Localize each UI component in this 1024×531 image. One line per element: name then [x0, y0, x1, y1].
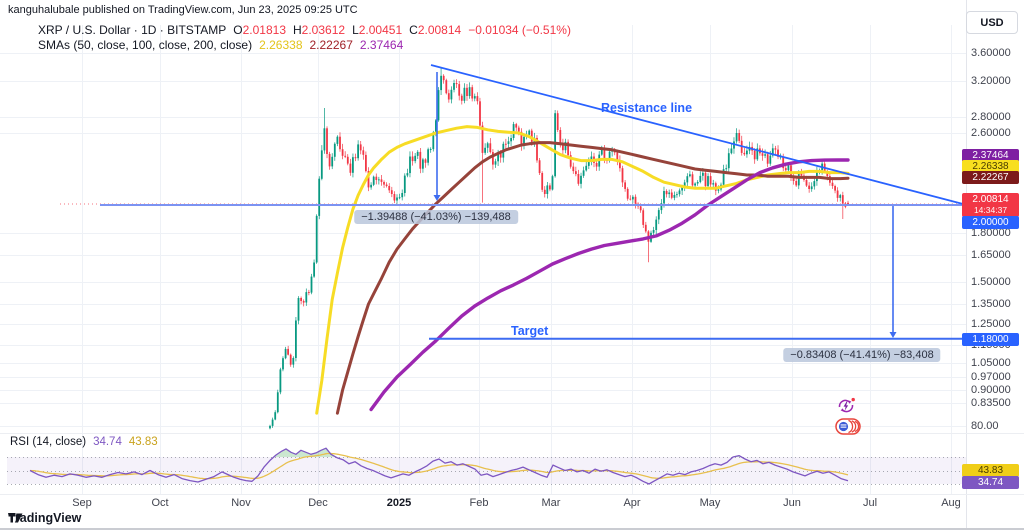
- badge-value: 2.00000: [972, 216, 1009, 228]
- price-axis-badge: 34.74: [962, 475, 1019, 489]
- measure-arrowhead-1: [433, 195, 441, 201]
- badge-value: 2.37464: [972, 149, 1009, 161]
- price-axis-tick: 1.65000: [971, 249, 1011, 261]
- resistance-trend-line: [430, 64, 964, 205]
- sma100-line: [335, 141, 850, 415]
- rsi-value: 34.74: [93, 436, 122, 448]
- time-axis-label: Jun: [783, 497, 801, 509]
- currency-scale-button[interactable]: USD: [966, 11, 1018, 34]
- price-axis-badge: 43.83: [962, 463, 1019, 477]
- rolling-coin-icon: [835, 418, 861, 435]
- rsi-legend-label: RSI (14, close): [10, 436, 87, 448]
- price-axis-tick: 0.83500: [971, 397, 1011, 409]
- sma-legend: SMAs (50, close, 100, close, 200, close)…: [38, 38, 403, 52]
- price-axis-tick: 0.97000: [971, 371, 1011, 383]
- sma200-line: [369, 158, 850, 412]
- badge-value: 1.18000: [972, 333, 1009, 345]
- price-axis-tick: 1.35000: [971, 298, 1011, 310]
- price-axis-badge: 2.00000: [962, 215, 1019, 229]
- countdown-timer: 14:34:37: [973, 205, 1008, 215]
- ohlc-value: 2.03612: [301, 23, 346, 37]
- price-axis-tick: 0.90000: [971, 384, 1011, 396]
- ohlc-key: L: [352, 23, 359, 37]
- badge-value: 2.00814: [972, 194, 1009, 205]
- rsi-line: [29, 447, 849, 485]
- time-axis-label: Aug: [941, 497, 961, 509]
- badge-value: 34.74: [977, 476, 1004, 488]
- publish-header: kanguhalubale published on TradingView.c…: [8, 4, 358, 16]
- tradingview-brand-text: TradingView: [8, 511, 82, 525]
- ohlc-value: 2.00451: [358, 23, 403, 37]
- tradingview-brand[interactable]: TradingView: [8, 511, 81, 525]
- sma-legend-value: 2.26338: [259, 38, 303, 52]
- chart-sticker-icons: [835, 397, 861, 435]
- price-axis-tick: 1.50000: [971, 276, 1011, 288]
- ohlc-value: 2.01813: [242, 23, 286, 37]
- time-axis-label: Nov: [231, 497, 251, 509]
- ohlc-values: O2.01813 H2.03612 L2.00451 C2.00814 −0.01034…: [226, 23, 571, 37]
- badge-value: 2.22267: [972, 171, 1009, 183]
- candlestick-series: [269, 67, 849, 430]
- rsi-band: [7, 457, 966, 484]
- time-axis-label: Mar: [541, 497, 561, 509]
- price-axis-tick: 1.80000: [971, 227, 1011, 239]
- rsi-pane[interactable]: [7, 447, 966, 485]
- price-axis-tick: 2.80000: [971, 111, 1011, 123]
- sma-legend-value: 2.37464: [359, 38, 404, 52]
- price-axis-badge: 2.37464: [962, 148, 1019, 162]
- sma-legend-value: 2.22267: [309, 38, 353, 52]
- time-axis-label: Feb: [469, 497, 489, 509]
- ohlc-key: C: [409, 23, 418, 37]
- time-axis-label: May: [699, 497, 721, 509]
- badge-value: 2.26338: [972, 160, 1009, 172]
- tradingview-logo-icon: [8, 513, 23, 523]
- time-axis-label: 2025: [386, 497, 412, 509]
- symbol-legend: XRP / U.S. Dollar · 1D · BITSTAMP O2.0181…: [38, 23, 571, 37]
- target-label: Target: [511, 324, 549, 338]
- resistance-line-label: Resistance line: [601, 101, 693, 115]
- ohlc-key: O: [233, 23, 243, 37]
- rsi-ma-value: 43.83: [128, 436, 158, 448]
- price-axis-tick: 1.05000: [971, 357, 1011, 369]
- gridlines: [0, 25, 966, 494]
- ohlc-key: H: [293, 23, 302, 37]
- flash-swap-icon: [838, 397, 855, 413]
- badge-value: 43.83: [977, 464, 1004, 476]
- sma-values: 2.26338 2.22267 2.37464: [252, 38, 403, 52]
- price-axis-tick: 3.60000: [971, 47, 1011, 59]
- price-pane[interactable]: [60, 67, 963, 430]
- rsi-ma-line: [29, 452, 849, 480]
- price-axis-tick: 2.60000: [971, 127, 1011, 139]
- time-axis-label: Dec: [308, 497, 328, 509]
- price-axis-badge: 2.22267: [962, 170, 1019, 184]
- price-axis-badge: 2.26338: [962, 159, 1019, 173]
- sma-legend-label: SMAs (50, close, 100, close, 200, close): [38, 38, 253, 52]
- change-value: −0.01034 (−0.51%): [468, 23, 571, 37]
- price-axis-tick: 1.25000: [971, 318, 1011, 330]
- time-axis-label: Oct: [151, 497, 169, 509]
- price-axis-badge: 2.00814 14:34:37: [962, 193, 1019, 217]
- ohlc-value: 2.00814: [417, 23, 462, 37]
- time-axis-label: Sep: [72, 497, 92, 509]
- time-axis-label: Apr: [623, 497, 641, 509]
- price-drop-measure-label-2: −0.83408 (−41.41%) −83,408: [783, 348, 941, 362]
- rsi-legend: RSI (14, close) 34.74 43.83: [10, 436, 158, 448]
- measure-arrowhead-2: [889, 332, 897, 338]
- time-axis-label: Jul: [862, 497, 878, 509]
- symbol-title: XRP / U.S. Dollar · 1D · BITSTAMP: [38, 23, 227, 37]
- price-axis-badge: 1.18000: [962, 332, 1019, 346]
- price-drop-measure-label-1: −1.39488 (−41.03%) −139,488: [354, 210, 518, 224]
- price-axis-tick: 80.00: [971, 420, 999, 432]
- price-axis-tick: 3.20000: [971, 75, 1011, 87]
